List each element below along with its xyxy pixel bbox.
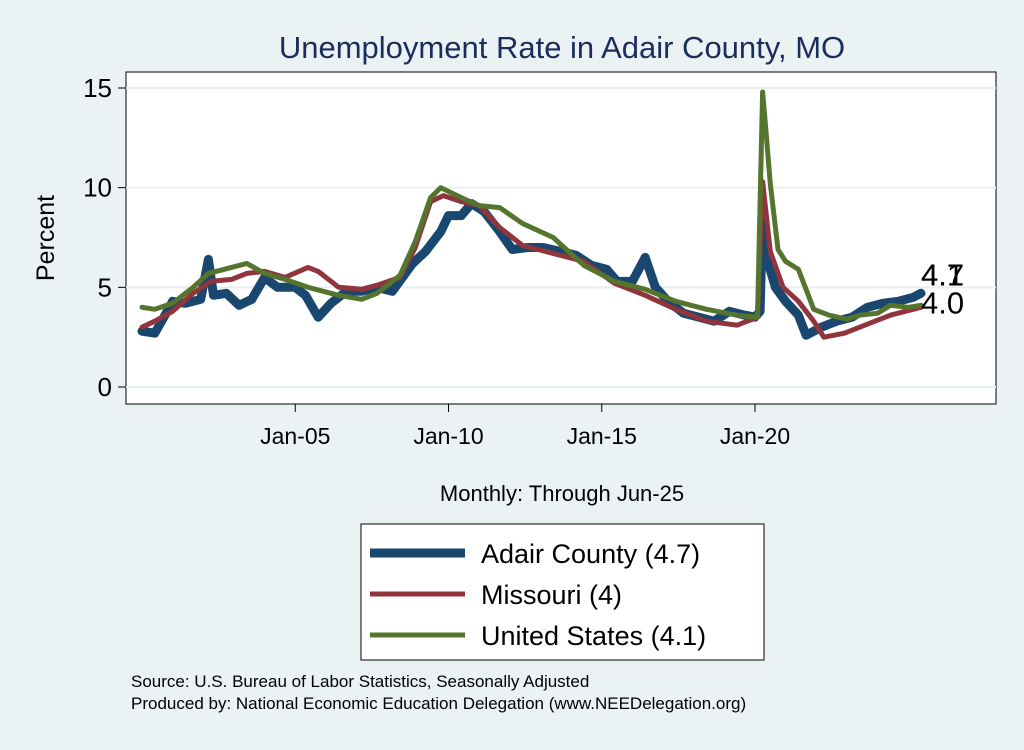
x-tick-label: Jan-10 — [413, 423, 483, 449]
axis-layer: 0 5 10 15 Jan-05 Jan-10 Jan-15 Jan-20 — [83, 73, 790, 449]
x-tick-label: Jan-05 — [260, 423, 330, 449]
footer-source: Source: U.S. Bureau of Labor Statistics,… — [131, 672, 589, 691]
series-layer — [137, 89, 926, 340]
legend-label-2: Missouri (4) — [481, 580, 622, 610]
series-line-2 — [139, 179, 924, 340]
x-tick-label: Jan-20 — [720, 423, 790, 449]
legend-items: Adair County (4.7) Missouri (4) United Sta… — [370, 539, 706, 651]
footer-producer: Produced by: National Economic Education… — [131, 694, 746, 713]
series-end-label-2: 4.0 — [921, 285, 964, 320]
series-end-label-3: 4.1 — [921, 257, 964, 292]
legend-label-3: United States (4.1) — [481, 621, 706, 651]
series-line-3 — [139, 89, 924, 322]
x-tick-label: Jan-15 — [567, 423, 637, 449]
y-axis-title: Percent — [32, 195, 60, 281]
x-axis-title: Monthly: Through Jun-25 — [440, 481, 684, 506]
legend-label-1: Adair County (4.7) — [481, 539, 700, 569]
plot-area — [125, 71, 997, 405]
y-tick-label: 0 — [98, 372, 112, 402]
y-tick-label: 10 — [83, 173, 112, 203]
end-label-layer: 4.74.04.1 — [921, 257, 964, 320]
series-end-label-1: 4.7 — [921, 257, 964, 292]
chart-title: Unemployment Rate in Adair County, MO — [279, 30, 845, 65]
y-tick-label: 5 — [98, 272, 112, 302]
y-tick-label: 15 — [83, 73, 112, 103]
